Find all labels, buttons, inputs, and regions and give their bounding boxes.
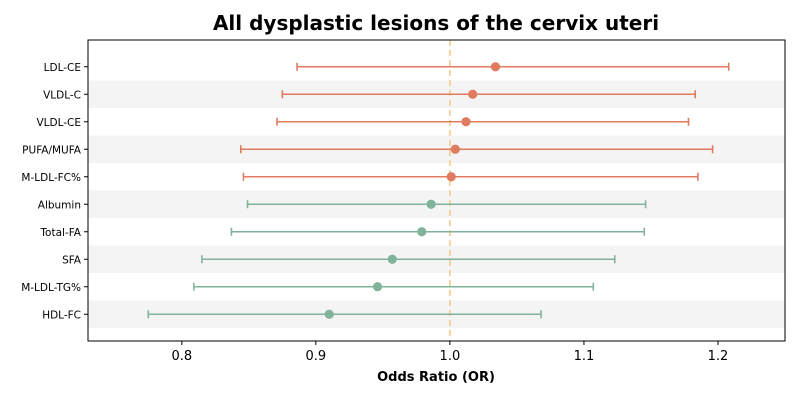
y-tick-label: Total-FA xyxy=(39,227,81,239)
y-tick-label: Albumin xyxy=(38,199,81,211)
y-axis: LDL-CE VLDL-C VLDL-CE PUFA/MUFA M-LDL-FC% Alb… xyxy=(21,62,88,321)
plot-frame xyxy=(87,39,786,342)
or-point xyxy=(490,62,501,72)
chart-title: All dysplastic lesions of the cervix ute… xyxy=(213,11,659,35)
y-tick-label: LDL-CE xyxy=(44,62,81,74)
or-point xyxy=(468,89,478,99)
forest-row-total-fa xyxy=(230,227,646,237)
forest-row-sfa xyxy=(201,254,616,264)
x-tick-label: 1.0 xyxy=(440,349,461,364)
forest-row-pufa-mufa xyxy=(240,144,714,154)
x-tick-label: 1.1 xyxy=(574,349,595,364)
or-point xyxy=(426,199,436,209)
or-point xyxy=(446,172,456,182)
forest-row-vldl-ce xyxy=(276,117,690,127)
y-tick-label: HDL-FC xyxy=(42,309,81,321)
forest-row-vldl-c xyxy=(281,89,696,99)
x-axis: 0.8 0.9 1.0 1.1 1.2 xyxy=(171,341,728,364)
or-point xyxy=(450,144,460,154)
forest-row-albumin xyxy=(246,199,647,209)
or-point xyxy=(461,117,471,127)
y-tick-label: M-LDL-TG% xyxy=(21,282,81,294)
y-tick-label: VLDL-CE xyxy=(36,117,81,129)
confidence-intervals-layer xyxy=(147,62,730,319)
or-point xyxy=(387,254,397,264)
or-point xyxy=(324,309,334,319)
forest-row-ldl-ce xyxy=(296,62,730,72)
y-tick-label: M-LDL-FC% xyxy=(21,172,81,184)
x-axis-label: Odds Ratio (OR) xyxy=(377,370,495,385)
x-tick-label: 0.8 xyxy=(171,349,192,364)
y-tick-label: SFA xyxy=(62,254,82,266)
y-tick-label: VLDL-C xyxy=(43,89,81,101)
x-tick-label: 1.2 xyxy=(708,349,729,364)
or-point xyxy=(417,227,427,237)
forest-row-hdl-fc xyxy=(147,309,542,319)
x-tick-label: 0.9 xyxy=(306,349,327,364)
forest-row-m-ldl-fc- xyxy=(242,172,699,182)
y-tick-label: PUFA/MUFA xyxy=(22,144,82,156)
forest-row-m-ldl-tg- xyxy=(193,282,595,292)
or-point xyxy=(372,282,383,292)
